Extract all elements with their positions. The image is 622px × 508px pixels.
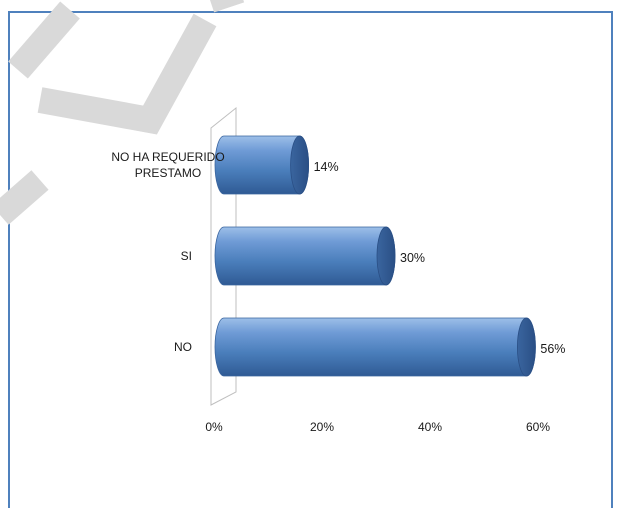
- category-label-line: SI: [181, 249, 192, 263]
- category-label: NO: [174, 340, 192, 354]
- data-label: 30%: [400, 251, 425, 265]
- x-tick-label: 20%: [310, 420, 334, 434]
- x-tick-label: 0%: [205, 420, 223, 434]
- bar: [214, 317, 536, 377]
- bar-end-cap: [517, 317, 536, 377]
- category-label-line: PRESTAMO: [135, 166, 201, 180]
- data-label: 56%: [540, 342, 565, 356]
- category-label: SI: [181, 249, 192, 263]
- x-axis-tick-labels: 0% 20% 40% 60%: [205, 420, 550, 434]
- data-label: 14%: [314, 160, 339, 174]
- bar-body: [214, 317, 536, 377]
- bar-end-cap: [376, 226, 396, 286]
- back-wall: [210, 106, 237, 406]
- x-tick-label: 60%: [526, 420, 550, 434]
- bars: [214, 135, 536, 377]
- category-label-line: NO: [174, 340, 192, 354]
- category-label: NO HA REQUERIDO PRESTAMO: [111, 150, 224, 180]
- bar-end-cap: [290, 135, 310, 195]
- category-label-line: NO HA REQUERIDO: [111, 150, 224, 164]
- bar: [214, 135, 310, 195]
- bar-body: [214, 226, 396, 286]
- data-labels: 14% 30% 56%: [314, 160, 566, 356]
- bar: [214, 226, 396, 286]
- category-labels: NO HA REQUERIDO PRESTAMO SI NO: [111, 150, 224, 354]
- x-tick-label: 40%: [418, 420, 442, 434]
- chart-frame: [8, 11, 613, 508]
- back-wall-outline: [210, 106, 237, 406]
